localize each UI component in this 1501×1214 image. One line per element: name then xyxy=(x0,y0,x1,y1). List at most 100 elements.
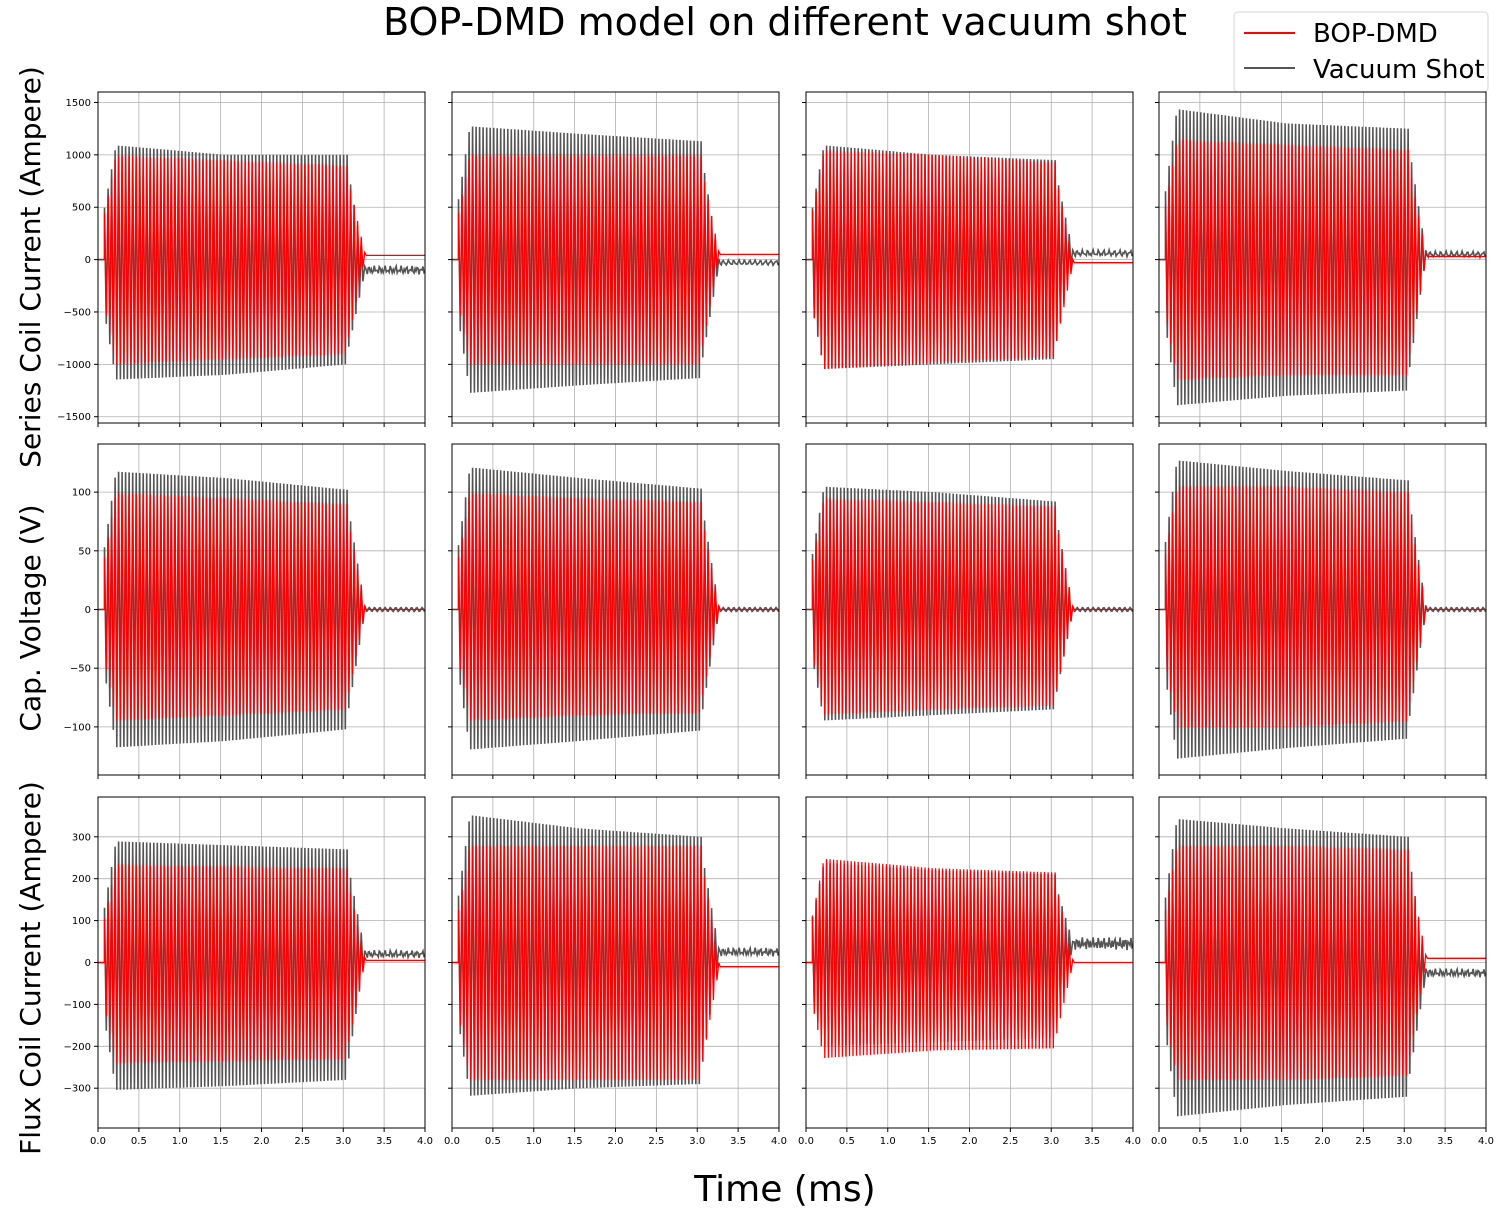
y-tick-label: −300 xyxy=(64,1084,91,1095)
y-tick-label: 100 xyxy=(72,488,91,499)
panel-frame xyxy=(805,91,1134,424)
x-axis-label: Time (ms) xyxy=(693,1169,875,1210)
panel-r1-c3 xyxy=(802,91,1134,427)
x-tick-label: 3.0 xyxy=(689,1136,705,1147)
y-tick-label: −200 xyxy=(64,1042,91,1053)
panel-frame xyxy=(451,91,780,424)
panel-r3-c4: 0.0 0.5 1.0 1.5 2.0 2.5 3.0 3.5 4.0 xyxy=(1151,796,1494,1147)
legend-label-bop-dmd: BOP-DMD xyxy=(1313,19,1438,49)
panel-frame xyxy=(97,796,426,1129)
panel-r1-c2 xyxy=(448,91,780,427)
y-tick-label: −100 xyxy=(64,1000,91,1011)
row-label-cap-voltage: Cap. Voltage (V) xyxy=(14,504,47,731)
x-tick-label: 0.0 xyxy=(444,1136,460,1147)
x-tick-label: 3.5 xyxy=(1437,1136,1453,1147)
y-tick-label: 0 xyxy=(85,255,91,266)
x-tick-label: 0.5 xyxy=(1192,1136,1208,1147)
y-tick-label: −1500 xyxy=(57,412,91,423)
panel-r3-c1: 0.0 0.5 1.0 1.5 2.0 2.5 3.0 3.5 4.0 −300 −200 −100 0… xyxy=(64,796,433,1147)
legend-label-vacuum-shot: Vacuum Shot xyxy=(1313,55,1485,85)
series-bop-dmd xyxy=(806,498,1133,715)
series-bop-dmd xyxy=(806,150,1133,369)
x-tick-label: 3.5 xyxy=(1084,1136,1100,1147)
series-bop-dmd xyxy=(452,845,779,1080)
figure-title: BOP-DMD model on different vacuum shot xyxy=(383,0,1187,44)
x-tick-label: 2.5 xyxy=(1355,1136,1371,1147)
panel-r3-c3: 0.0 0.5 1.0 1.5 2.0 2.5 3.0 3.5 4.0 xyxy=(798,796,1141,1147)
y-tick-label: 1000 xyxy=(66,150,91,161)
x-tick-label: 4.0 xyxy=(1125,1136,1141,1147)
y-tick-label: −1000 xyxy=(57,360,91,371)
x-tick-label: 1.5 xyxy=(1274,1136,1290,1147)
series-bop-dmd xyxy=(452,154,779,365)
y-tick-label: 50 xyxy=(78,546,91,557)
series-vacuum-shot xyxy=(1159,109,1487,406)
panel-r2-c4 xyxy=(1155,443,1487,779)
y-tick-label: −50 xyxy=(70,664,91,675)
series-bop-dmd xyxy=(452,492,779,721)
x-tick-label: 2.5 xyxy=(294,1136,310,1147)
y-tick-label: 0 xyxy=(85,958,91,969)
panel-r2-c3 xyxy=(802,443,1134,779)
panel-frame xyxy=(97,91,426,424)
panel-r3-c2: 0.0 0.5 1.0 1.5 2.0 2.5 3.0 3.5 4.0 xyxy=(444,796,787,1147)
x-tick-label: 1.5 xyxy=(921,1136,937,1147)
y-tick-label: 1500 xyxy=(66,98,91,109)
x-tick-label: 1.0 xyxy=(880,1136,896,1147)
row-label-series-coil: Series Coil Current (Ampere) xyxy=(14,66,47,468)
panel-frame xyxy=(451,443,780,776)
series-vacuum-shot xyxy=(452,126,780,393)
x-tick-label: 2.5 xyxy=(648,1136,664,1147)
panel-frame xyxy=(451,796,780,1129)
panel-r2-c1: −100 −50 0 50 100 xyxy=(64,443,426,779)
series-vacuum-shot xyxy=(452,467,780,750)
x-tick-label: 4.0 xyxy=(417,1136,433,1147)
x-tick-label: 1.0 xyxy=(172,1136,188,1147)
x-tick-label: 2.5 xyxy=(1002,1136,1018,1147)
legend: BOP-DMD Vacuum Shot xyxy=(1233,11,1489,93)
series-vacuum-shot xyxy=(1159,819,1487,1117)
row-label-flux-coil: Flux Coil Current (Ampere) xyxy=(14,781,47,1155)
y-tick-label: −500 xyxy=(64,307,91,318)
series-vacuum-shot xyxy=(98,471,426,748)
y-tick-label: 300 xyxy=(72,832,91,843)
y-tick-label: 200 xyxy=(72,874,91,885)
panel-r1-c4 xyxy=(1155,91,1487,427)
x-tick-label: 3.0 xyxy=(335,1136,351,1147)
series-bop-dmd xyxy=(806,858,1133,1059)
x-tick-label: 3.0 xyxy=(1043,1136,1059,1147)
x-tick-label: 4.0 xyxy=(1478,1136,1494,1147)
series-bop-dmd xyxy=(1159,486,1486,727)
x-tick-label: 0.0 xyxy=(90,1136,106,1147)
panel-frame xyxy=(1158,443,1487,776)
x-tick-label: 0.0 xyxy=(798,1136,814,1147)
y-tick-label: 500 xyxy=(72,203,91,214)
panel-frame xyxy=(805,443,1134,776)
x-tick-label: 0.5 xyxy=(485,1136,501,1147)
x-tick-label: 3.0 xyxy=(1396,1136,1412,1147)
x-tick-label: 3.5 xyxy=(730,1136,746,1147)
x-tick-label: 3.5 xyxy=(376,1136,392,1147)
series-bop-dmd xyxy=(1159,139,1486,380)
x-tick-label: 2.0 xyxy=(1315,1136,1331,1147)
x-tick-label: 1.0 xyxy=(526,1136,542,1147)
x-tick-label: 4.0 xyxy=(771,1136,787,1147)
x-tick-label: 0.5 xyxy=(839,1136,855,1147)
x-tick-label: 2.0 xyxy=(254,1136,270,1147)
series-vacuum-shot xyxy=(1159,460,1487,759)
x-tick-label: 2.0 xyxy=(608,1136,624,1147)
panel-frame xyxy=(805,796,1134,1129)
series-vacuum-shot xyxy=(806,145,1134,370)
x-tick-label: 1.5 xyxy=(567,1136,583,1147)
x-tick-label: 1.0 xyxy=(1233,1136,1249,1147)
panel-frame xyxy=(97,443,426,776)
panel-frame xyxy=(1158,796,1487,1129)
series-bop-dmd xyxy=(98,155,425,364)
x-tick-label: 1.5 xyxy=(213,1136,229,1147)
x-tick-label: 0.5 xyxy=(131,1136,147,1147)
panel-frame xyxy=(1158,91,1487,424)
panel-r1-c1: −1500 −1000 −500 0 500 1000 1500 xyxy=(57,91,426,427)
series-vacuum-shot xyxy=(452,815,780,1096)
x-tick-label: 2.0 xyxy=(962,1136,978,1147)
